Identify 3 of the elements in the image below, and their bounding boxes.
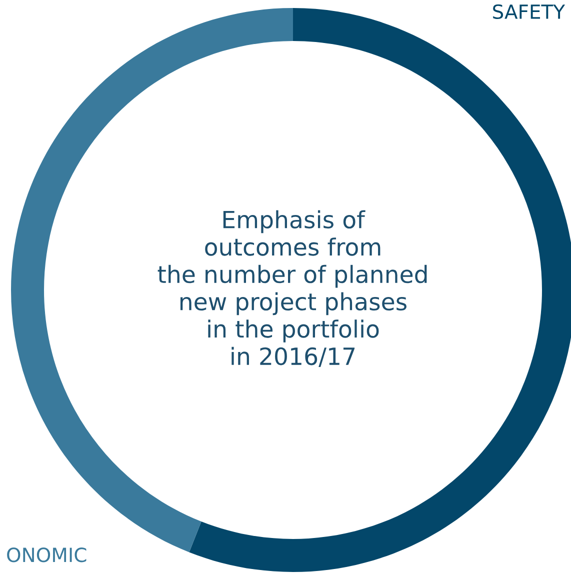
- text: Emphasis of outcomes from the number of planned new project phases in the portfolio in 2016/17: [158, 210, 427, 368]
- slice-label: SAFETY: [493, 4, 566, 20]
- slice-label: ONOMIC: [7, 548, 86, 562]
